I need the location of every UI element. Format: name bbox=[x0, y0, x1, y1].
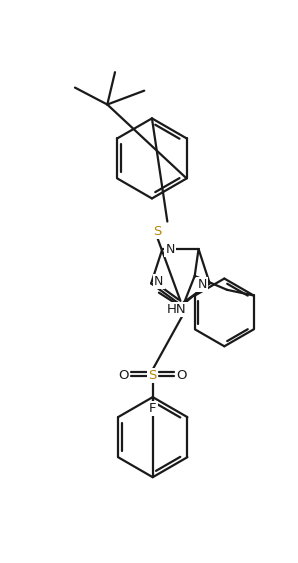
Text: O: O bbox=[118, 369, 129, 382]
Text: S: S bbox=[153, 225, 162, 238]
Text: N: N bbox=[154, 275, 164, 288]
Text: N: N bbox=[197, 279, 207, 292]
Text: N: N bbox=[165, 243, 175, 256]
Text: S: S bbox=[148, 369, 157, 382]
Text: F: F bbox=[149, 402, 156, 415]
Text: HN: HN bbox=[167, 303, 187, 316]
Text: O: O bbox=[177, 369, 187, 382]
